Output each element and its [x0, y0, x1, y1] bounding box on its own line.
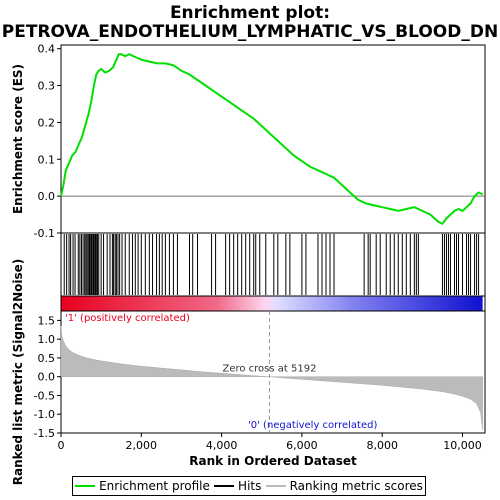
- legend-label-metric: Ranking metric scores: [289, 479, 423, 493]
- metric-ytick-label: -0.5: [34, 389, 55, 402]
- metric-xtick-label: 4,000: [206, 439, 238, 452]
- es-ytick-label: 0.0: [38, 190, 56, 203]
- legend-item-metric: Ranking metric scores: [265, 479, 423, 493]
- es-ytick-label: 0.1: [38, 153, 56, 166]
- metric-ytick-label: -1.5: [34, 427, 55, 440]
- metric-ytick-label: 1.5: [38, 314, 56, 327]
- hits-panel-frame: [60, 232, 486, 297]
- metric-xtick-label: 2,000: [126, 439, 158, 452]
- es-panel-frame: [60, 44, 486, 234]
- enrichment-profile-line: [60, 53, 484, 226]
- chart-title-line2: PETROVA_ENDOTHELIUM_LYMPHATIC_VS_BLOOD_D…: [1, 22, 499, 42]
- chart-title-line1: Enrichment plot:: [169, 3, 331, 23]
- es-ytick-label: 0.4: [38, 43, 56, 56]
- metric-ytick-label: 0.0: [38, 371, 56, 384]
- es-ytick-label: 0.2: [38, 116, 56, 129]
- es-ytick-label: -0.1: [34, 227, 55, 240]
- metric-xtick-label: 10,000: [443, 439, 482, 452]
- rank-gradient-bar: [61, 296, 483, 311]
- metric-ytick-label: 1.0: [38, 333, 56, 346]
- chart-legend: Enrichment profile Hits Ranking metric s…: [72, 476, 426, 496]
- legend-swatch-enrichment: [75, 485, 96, 487]
- metric-xtick-label: 8,000: [366, 439, 398, 452]
- metric-xtick-label: 6,000: [286, 439, 318, 452]
- metric-ytick-label: -1.0: [34, 408, 55, 421]
- ranking-metric-area: [60, 325, 483, 431]
- metric-xtick-label: 0: [58, 439, 65, 452]
- legend-item-enrichment: Enrichment profile: [75, 479, 210, 493]
- es-ylabel: Enrichment score (ES): [11, 64, 25, 214]
- legend-swatch-metric: [265, 485, 286, 487]
- negative-correlation-label: '0' (negatively correlated): [248, 420, 377, 431]
- legend-label-enrichment: Enrichment profile: [99, 479, 210, 493]
- metric-ylabel: Ranked list metric (Signal2Noise): [11, 259, 25, 486]
- positive-correlation-label: '1' (positively correlated): [65, 313, 190, 324]
- legend-label-hits: Hits: [238, 479, 262, 493]
- metric-xlabel: Rank in Ordered Dataset: [189, 454, 357, 468]
- metric-ytick-label: 0.5: [38, 352, 56, 365]
- legend-item-hits: Hits: [214, 479, 261, 493]
- es-ytick-label: 0.3: [38, 80, 56, 93]
- zero-cross-label: Zero cross at 5192: [222, 364, 316, 375]
- legend-swatch-hits: [214, 485, 235, 487]
